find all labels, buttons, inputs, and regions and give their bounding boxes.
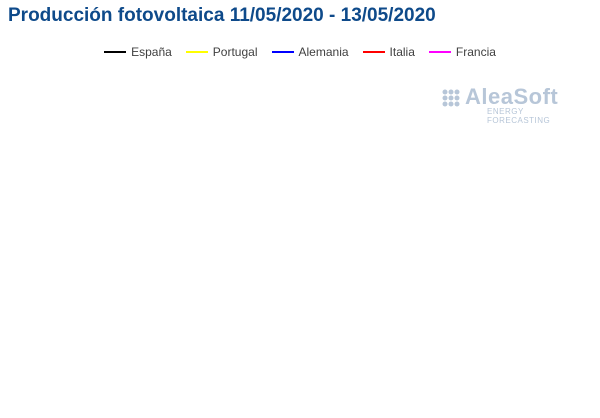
x-tick-label: 12 [319,366,333,381]
y-tick-label: 0 [68,349,75,364]
legend-swatch [362,51,385,53]
x-tick-label: 24 [570,366,584,381]
legend-label: Alemania [298,45,349,59]
x-tick-label: 14 [361,366,375,381]
series-line-portugal [95,351,578,358]
legend-item: Alemania [271,45,349,59]
x-tick-label: 5 [176,366,183,381]
x-tick-label: 21 [507,366,521,381]
x-tick-label: 9 [260,366,267,381]
y-tick-label: 20000 [39,71,75,86]
legend-item: Portugal [185,45,258,59]
x-tick-label: 3 [134,366,141,381]
y-tick-label: 10000 [39,210,75,225]
x-tick-label: 16 [403,366,417,381]
x-tick-label: 17 [424,366,438,381]
legend-item: España [104,45,172,59]
series-line-alemania [95,117,578,359]
logo-name: AleaSoft [465,84,559,109]
x-tick-label: 10 [277,366,291,381]
series-line-españa [95,297,578,358]
legend-label: Francia [455,45,496,59]
logo-tagline: ENERGY FORECASTING [487,107,551,125]
x-tick-label: 2 [113,366,120,381]
legend-swatch [271,51,294,53]
logo-icon [442,89,460,107]
x-tick-label: 8 [239,366,246,381]
x-tick-label: 1 [92,366,99,381]
legend-label: Portugal [212,45,258,59]
x-tick-label: 7 [218,366,225,381]
legend-item: Italia [362,45,415,59]
x-tick-label: 6 [197,366,204,381]
series-line-francia [95,308,578,358]
x-tick-label: 18 [445,366,459,381]
y-axis-label: Producción media (MWh) [15,145,30,292]
series-line-italia [95,239,578,359]
legend-swatch [104,51,127,53]
x-tick-label: 23 [549,366,563,381]
legend-swatch [185,51,208,53]
x-tick-label: 20 [486,366,500,381]
x-tick-label: 4 [155,366,162,381]
legend-label: Italia [389,45,415,59]
aleasoft-logo: AleaSoft ENERGY FORECASTING [440,84,580,125]
x-tick-label: 15 [382,366,396,381]
x-tick-label: 19 [465,366,479,381]
x-tick-label: 22 [528,366,542,381]
legend-swatch [428,51,451,53]
x-tick-label: 11 [298,366,312,381]
x-axis-label: Hora [317,388,346,403]
legend-item: Francia [428,45,496,59]
y-tick-label: 5000 [46,280,75,295]
x-tick-label: 13 [340,366,354,381]
legend: España Portugal Alemania Italia Francia [0,45,600,59]
legend-label: España [131,45,172,59]
chart-title: Producción fotovoltaica 11/05/2020 - 13/… [8,5,436,26]
y-tick-label: 15000 [39,141,75,156]
